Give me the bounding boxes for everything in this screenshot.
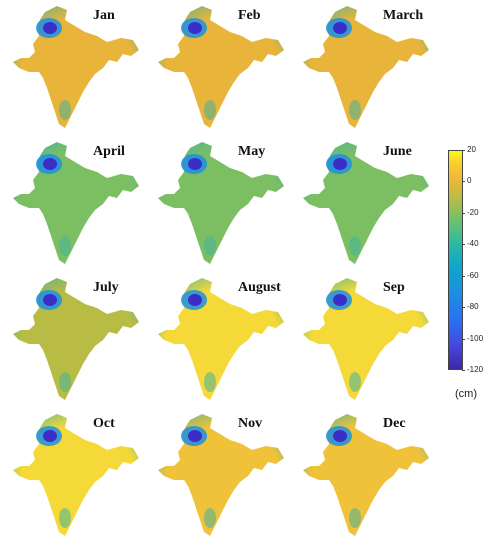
south-patch bbox=[349, 508, 361, 528]
india-map bbox=[158, 142, 284, 264]
india-outline bbox=[13, 142, 139, 264]
south-patch bbox=[59, 508, 71, 528]
colorbar-tick-label: -80 bbox=[467, 302, 479, 312]
south-patch bbox=[204, 236, 216, 256]
colorbar-tick-mark bbox=[462, 370, 465, 371]
map-panel-sep: Sep bbox=[295, 274, 440, 409]
colorbar-tick-label: 0 bbox=[467, 176, 472, 186]
panel-title: April bbox=[93, 144, 125, 159]
panel-title: May bbox=[238, 144, 266, 159]
colorbar-tick-label: -120 bbox=[467, 365, 484, 374]
panel-title: Nov bbox=[238, 416, 263, 431]
india-outline bbox=[303, 414, 429, 536]
map-panel-august: August bbox=[150, 274, 295, 409]
map-panel-nov: Nov bbox=[150, 410, 295, 545]
india-outline bbox=[13, 414, 139, 536]
map-panel-july: July bbox=[5, 274, 150, 409]
depletion-hotspot bbox=[333, 22, 347, 34]
india-map bbox=[158, 6, 284, 128]
depletion-hotspot bbox=[188, 294, 202, 306]
map-panel-may: May bbox=[150, 138, 295, 273]
india-outline bbox=[303, 278, 429, 400]
map-panel-dec: Dec bbox=[295, 410, 440, 545]
depletion-hotspot bbox=[43, 158, 57, 170]
colorbar-tick-label: -100 bbox=[467, 333, 484, 343]
depletion-hotspot bbox=[333, 158, 347, 170]
colorbar-tick-label: -20 bbox=[467, 207, 479, 217]
india-map bbox=[158, 278, 284, 400]
india-outline bbox=[158, 278, 284, 400]
depletion-hotspot bbox=[188, 22, 202, 34]
panel-title: Dec bbox=[383, 416, 406, 431]
india-map bbox=[13, 142, 139, 264]
colorbar-tick-mark bbox=[462, 275, 465, 277]
india-outline bbox=[303, 6, 429, 128]
map-panel-june: June bbox=[295, 138, 440, 273]
map-panel-jan: Jan bbox=[5, 2, 150, 137]
colorbar-tick-mark bbox=[462, 150, 465, 151]
panel-title: Sep bbox=[383, 280, 405, 295]
panel-title: Feb bbox=[238, 8, 261, 23]
map-panel-april: April bbox=[5, 138, 150, 273]
colorbar-tick-label: -60 bbox=[467, 270, 479, 280]
colorbar-unit-label: (cm) bbox=[455, 388, 477, 400]
colorbar-tick-mark bbox=[462, 212, 465, 214]
colorbar-tick-mark bbox=[462, 181, 465, 183]
india-map bbox=[13, 6, 139, 128]
depletion-hotspot bbox=[43, 430, 57, 442]
map-panel-march: March bbox=[295, 2, 440, 137]
india-map bbox=[303, 142, 429, 264]
india-map bbox=[303, 278, 429, 400]
depletion-hotspot bbox=[333, 430, 347, 442]
panel-title: March bbox=[383, 8, 424, 23]
south-patch bbox=[59, 372, 71, 392]
south-patch bbox=[204, 508, 216, 528]
map-panel-feb: Feb bbox=[150, 2, 295, 137]
south-patch bbox=[349, 236, 361, 256]
south-patch bbox=[349, 372, 361, 392]
panel-title: June bbox=[383, 144, 412, 159]
india-outline bbox=[303, 142, 429, 264]
india-outline bbox=[13, 6, 139, 128]
colorbar-tick-label: -40 bbox=[467, 239, 479, 249]
colorbar bbox=[448, 150, 463, 370]
india-map bbox=[13, 414, 139, 536]
south-patch bbox=[204, 100, 216, 120]
south-patch bbox=[59, 236, 71, 256]
india-outline bbox=[158, 414, 284, 536]
map-panel-oct: Oct bbox=[5, 410, 150, 545]
panel-title: July bbox=[93, 280, 119, 295]
panel-title: Oct bbox=[93, 416, 115, 431]
colorbar-tick-label: 20 bbox=[467, 145, 476, 154]
south-patch bbox=[204, 372, 216, 392]
colorbar-tick-mark bbox=[462, 307, 465, 309]
india-outline bbox=[13, 278, 139, 400]
south-patch bbox=[349, 100, 361, 120]
panel-title: August bbox=[238, 280, 281, 295]
india-map bbox=[303, 6, 429, 128]
depletion-hotspot bbox=[188, 158, 202, 170]
india-outline bbox=[158, 6, 284, 128]
south-patch bbox=[59, 100, 71, 120]
panel-title: Jan bbox=[93, 8, 115, 23]
depletion-hotspot bbox=[188, 430, 202, 442]
india-map bbox=[303, 414, 429, 536]
depletion-hotspot bbox=[333, 294, 347, 306]
depletion-hotspot bbox=[43, 294, 57, 306]
india-map bbox=[158, 414, 284, 536]
depletion-hotspot bbox=[43, 22, 57, 34]
colorbar-tick-mark bbox=[462, 338, 465, 340]
colorbar-tick-mark bbox=[462, 244, 465, 246]
india-map bbox=[13, 278, 139, 400]
india-outline bbox=[158, 142, 284, 264]
